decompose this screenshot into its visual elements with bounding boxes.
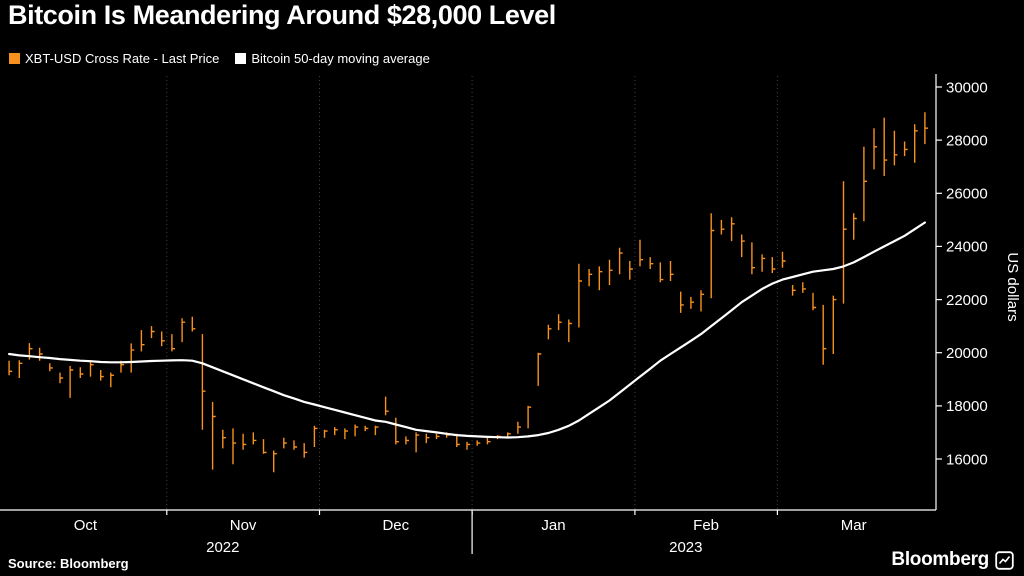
legend: XBT-USD Cross Rate - Last Price Bitcoin … xyxy=(9,51,430,66)
x-year-label: 2022 xyxy=(206,539,239,556)
y-tick-label: 22000 xyxy=(946,292,988,309)
x-month-label: Oct xyxy=(74,517,98,534)
x-month-label: Nov xyxy=(230,517,257,534)
x-month-label: Dec xyxy=(382,517,409,534)
source-credit: Source: Bloomberg xyxy=(8,556,129,571)
chart-title: Bitcoin Is Meandering Around $28,000 Lev… xyxy=(8,0,556,30)
y-tick-label: 20000 xyxy=(946,345,988,362)
bloomberg-logo-icon xyxy=(995,550,1014,570)
legend-item-ma: Bitcoin 50-day moving average xyxy=(235,51,430,66)
legend-label-price: XBT-USD Cross Rate - Last Price xyxy=(25,51,220,66)
price-chart: 16000 18000 20000 22000 24000 26000 28000 30000… xyxy=(0,74,1021,556)
bloomberg-wordmark: Bloomberg xyxy=(891,549,989,570)
legend-label-ma: Bitcoin 50-day moving average xyxy=(251,51,430,66)
y-tick-label: 16000 xyxy=(946,451,988,468)
y-tick-label: 26000 xyxy=(946,186,988,203)
price-series-swatch xyxy=(9,53,20,64)
ma-series-swatch xyxy=(235,53,247,64)
x-year-label: 2023 xyxy=(669,539,702,556)
y-tick-label: 18000 xyxy=(946,398,988,415)
y-tick-label: 24000 xyxy=(946,239,988,256)
x-month-label: Jan xyxy=(541,517,565,534)
price-bars xyxy=(8,112,928,473)
bloomberg-logo: Bloomberg xyxy=(891,549,1014,571)
legend-item-price: XBT-USD Cross Rate - Last Price xyxy=(9,51,219,66)
x-month-label: Feb xyxy=(693,517,719,534)
moving-average-line xyxy=(8,221,927,439)
y-axis-title: US dollars xyxy=(1004,252,1021,321)
y-tick-label: 30000 xyxy=(946,79,988,96)
y-tick-label: 28000 xyxy=(946,132,988,149)
x-month-label: Mar xyxy=(841,517,867,534)
